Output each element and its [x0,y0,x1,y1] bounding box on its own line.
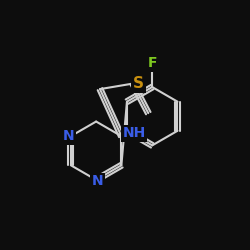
Text: N: N [92,174,103,188]
Text: F: F [148,56,157,70]
Text: N: N [62,129,74,143]
Text: NH: NH [122,126,146,140]
Text: S: S [133,76,144,91]
